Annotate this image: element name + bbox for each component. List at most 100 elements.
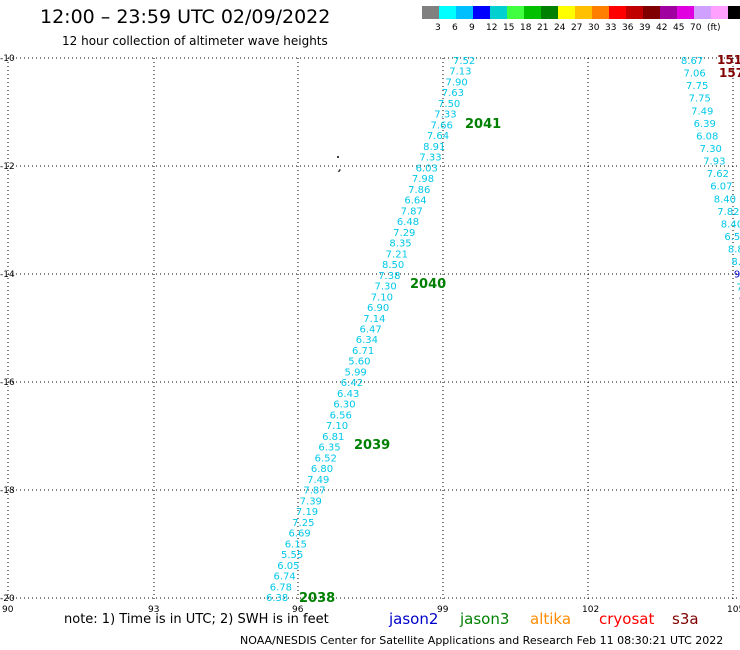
swh-value: 6.78 [270,582,292,593]
swh-value-east: 6.39 [694,119,716,130]
lon-tick-label: 99 [437,605,449,615]
swh-value: 6.03 [416,163,438,174]
pass-label: 2041 [465,117,501,132]
lat-tick-label: -12 [0,162,15,172]
swh-value-east: 7.82 [717,207,739,218]
legend-label: 6 [452,23,458,33]
swh-value: 6.80 [311,464,333,475]
swh-value: 6.48 [397,217,419,228]
legend-label: 45 [673,23,684,33]
legend-swatch [558,6,575,19]
legend-label: 24 [554,23,566,33]
legend-label: 18 [520,23,532,33]
lon-tick-label: 96 [292,605,304,615]
legend-label: 15 [503,23,514,33]
swh-value: 6.30 [333,400,355,411]
legend-swatch [524,6,541,19]
legend-swatch [609,6,626,19]
legend-swatch [677,6,694,19]
lon-tick-label: 105 [727,605,740,615]
swh-value: 6.56 [330,410,352,421]
swh-value: 6.05 [277,561,299,572]
swh-value-east: 8.40 [714,194,736,205]
swh-value-east: 9. [739,295,740,306]
legend-swatch [456,6,473,19]
pass-label: 2039 [354,438,390,453]
legend-swatch [728,6,740,19]
units-note: note: 1) Time is in UTC; 2) SWH is in fe… [64,612,329,627]
swh-value: 6.81 [322,432,344,443]
swh-value: 7.90 [446,77,468,88]
swh-value-east: 7.93 [703,157,725,168]
swh-value: 7.64 [427,131,449,142]
swh-value: 6.43 [337,389,359,400]
island-marker [337,168,341,172]
swh-value: 6.71 [352,346,374,357]
pass-label: 2038 [299,591,335,606]
legend-label: 70 [690,23,702,33]
lat-tick-label: -16 [0,378,15,388]
swh-value: 6.64 [404,196,426,207]
swh-value: 5.60 [348,357,370,368]
legend-label: 33 [605,23,616,33]
legend-swatch [575,6,592,19]
swh-value: 7.87 [401,206,423,217]
credit-line: NOAA/NESDIS Center for Satellite Applica… [240,634,724,647]
mission-s3a: s3a [672,610,699,628]
legend-label: 39 [639,23,651,33]
swh-value: 7.14 [363,314,385,325]
swh-value: 7.39 [300,496,322,507]
swh-value: 7.33 [434,110,456,121]
swh-value: 7.10 [371,292,393,303]
swh-value-east: 8.67 [681,56,703,67]
legend-swatch [439,6,456,19]
swh-value: 7.21 [386,249,408,260]
swh-value: 6.74 [273,572,295,583]
swh-value-east: 9.8 [734,270,740,281]
lon-tick-label: 90 [2,605,14,615]
mission-cryosat: cryosat [599,610,655,628]
swh-value: 6.38 [266,593,288,604]
swh-value: 7.49 [307,475,329,486]
legend-swatch [643,6,660,19]
swh-value-east: 7.30 [700,144,722,155]
swh-value: 6.42 [341,378,363,389]
legend-swatch [694,6,711,19]
legend-label: 27 [571,23,582,33]
swh-value: 7.13 [449,67,471,78]
pass-label: 2040 [410,277,446,292]
swh-value-extreme: 157 [719,66,740,80]
swh-value: 7.50 [438,99,460,110]
swh-value-east: 8.85 [728,245,740,256]
swh-value: 7.30 [374,282,396,293]
map-subtitle: 12 hour collection of altimeter wave hei… [62,34,328,48]
mission-jason3: jason3 [460,610,510,628]
mission-jason2: jason2 [389,610,439,628]
swh-value-east: 8.40 [721,219,740,230]
lon-tick-label: 102 [582,605,599,615]
legend-swatch [592,6,609,19]
legend-label: 9 [469,23,475,33]
swh-value: 6.52 [315,453,337,464]
swh-value: 6.90 [367,303,389,314]
legend-swatch [541,6,558,19]
swh-value: 7.19 [296,507,318,518]
swh-value: 7.25 [292,518,314,529]
legend-swatch [490,6,507,19]
swh-value: 7.87 [303,486,325,497]
swh-value-east: 7. [736,282,740,293]
lat-tick-label: -10 [0,54,15,64]
legend-label: 36 [622,23,634,33]
swh-value: 7.38 [378,271,400,282]
legend-label: 30 [588,23,600,33]
swh-value: 8.50 [382,260,404,271]
legend-swatch [422,6,439,19]
swh-value-east: 7.75 [686,81,708,92]
swh-value: 6.69 [288,529,310,540]
swh-value-east: 8.8 [731,257,740,268]
mission-altika: altika [530,610,572,628]
lon-tick-label: 93 [148,605,159,615]
lat-tick-label: -18 [0,486,15,496]
swh-value-east: 6.07 [710,182,732,193]
